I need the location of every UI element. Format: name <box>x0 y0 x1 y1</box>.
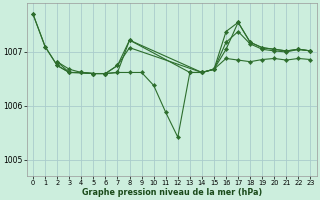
X-axis label: Graphe pression niveau de la mer (hPa): Graphe pression niveau de la mer (hPa) <box>82 188 262 197</box>
